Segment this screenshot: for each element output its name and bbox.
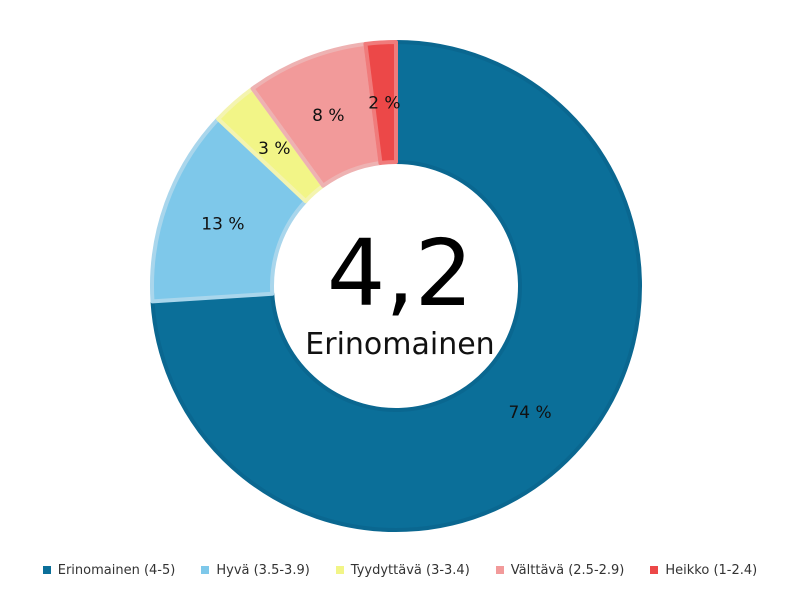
donut-slice-heikko-1-2-4 [363,40,398,165]
legend-label: Heikko (1-2.4) [665,562,758,578]
legend-item-heikko-1-2-4: Heikko (1-2.4) [650,563,757,578]
legend-label: Tyydyttävä (3-3.4) [350,562,470,578]
donut-slice-hyva-3-5-3-9 [150,116,308,304]
donut-slice-labels: 74 % 13 % 3 % 8 % 2 % [201,93,551,423]
legend-item-valttava-2-5-2-9: Välttävä (2.5-2.9) [495,562,625,578]
legend-item-tyydyttava-3-3-4: Tyydyttävä (3-3.4) [335,562,470,578]
slice-label-heikko-1-2-4: 2 % [368,93,400,113]
legend-item-hyva-3-5-3-9: Hyvä (3.5-3.9) [201,562,310,578]
slice-label-valttava-2-5-2-9: 8 % [312,106,344,126]
slice-label-hyva-3-5-3-9: 13 % [201,215,244,235]
legend-item-erinomainen-4-5: Erinomainen (4-5) [42,562,176,578]
legend-swatch [42,566,51,574]
slice-label-erinomainen-4-5: 74 % [508,403,551,423]
slice-label-tyydyttava-3-3-4: 3 % [258,139,290,159]
legend-swatch [650,566,659,574]
center-text: Erinomainen [305,327,494,362]
legend-label: Hyvä (3.5-3.9) [216,562,310,578]
legend-swatch [335,566,344,574]
legend: Erinomainen (4-5) Hyvä (3.5-3.9) Tyydyttäv… [0,558,800,582]
donut-chart-svg: 74 % 13 % 3 % 8 % 2 % 4,2 Erinomainen [150,40,642,532]
legend-swatch [201,566,210,574]
legend-label: Välttävä (2.5-2.9) [510,562,625,578]
donut-slices [150,40,642,532]
legend-label: Erinomainen (4-5) [57,562,176,578]
center-value: 4,2 [327,220,473,327]
donut-slice-erinomainen-4-5 [150,40,642,532]
legend-swatch [495,566,504,574]
